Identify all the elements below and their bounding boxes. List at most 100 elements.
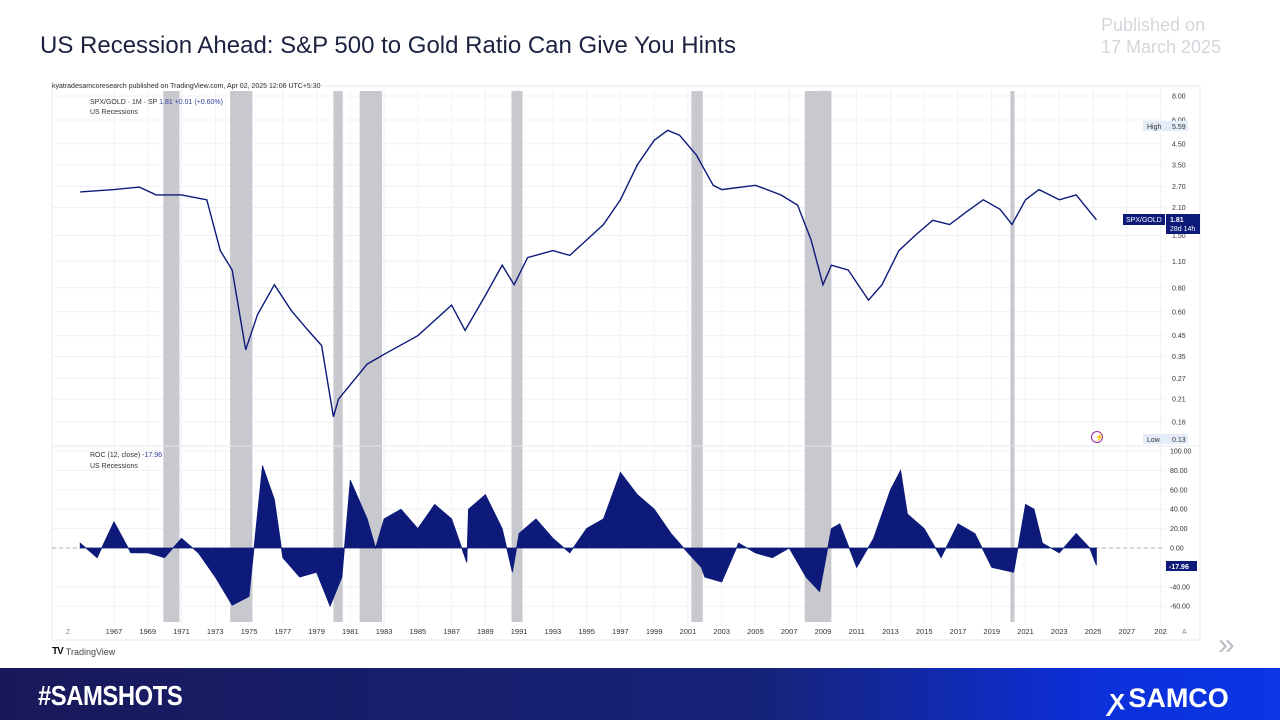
low-badge (1143, 434, 1188, 444)
legend-symbol: SPX/GOLD · 1M · SP 1.81 +0.01 (+0.60%) (90, 99, 223, 106)
y-tick-label: 6.00 (1172, 117, 1186, 124)
roc-legend: ROC (12, close) -17.96 (90, 452, 162, 459)
x-tick-label: 1973 (207, 627, 224, 636)
roc-y-tick-label: -40.00 (1170, 584, 1190, 591)
recession-band (230, 91, 253, 622)
tradingview-logo: TV TradingView (52, 646, 115, 657)
y-tick-label: 0.60 (1172, 309, 1186, 316)
x-tick-label: 1991 (511, 627, 528, 636)
y-tick-label: 8.00 (1172, 94, 1186, 101)
x-tick-label: 1967 (106, 627, 123, 636)
x-tick-label: 2019 (983, 627, 1000, 636)
roc-y-tick-label: 80.00 (1170, 468, 1188, 475)
y-tick-label: 4.50 (1172, 141, 1186, 148)
x-tick-label: 2015 (916, 627, 933, 636)
legend-last: 1.81 (159, 99, 173, 106)
x-tick-label: 1999 (646, 627, 663, 636)
high-value: 5.59 (1172, 124, 1186, 131)
samco-logo-text: SAMCO (1128, 683, 1229, 713)
x-tick-label: 1995 (578, 627, 595, 636)
x-tick-label: 1979 (308, 627, 325, 636)
attribution: kyatradesamcoresearch published on Tradi… (52, 83, 321, 90)
lightning-icon[interactable]: ⚡ (1091, 431, 1105, 443)
x-tick-label: 2023 (1051, 627, 1068, 636)
x-tick-label: 1983 (376, 627, 393, 636)
roc-y-tick-label: 40.00 (1170, 507, 1188, 514)
y-tick-label: 0.27 (1172, 376, 1186, 383)
roc-y-tick-label: 0.00 (1170, 546, 1184, 553)
y-tick-label: 2.70 (1172, 184, 1186, 191)
x-tick-label: 2013 (882, 627, 899, 636)
published-date: 17 March 2025 (1101, 37, 1222, 57)
x-tick-label: 2005 (747, 627, 764, 636)
published-info: Published on 17 March 2025 (1101, 14, 1221, 58)
price-tag-name-bg (1123, 214, 1165, 225)
x-tick-label: 1997 (612, 627, 629, 636)
low-value: 0.13 (1172, 437, 1186, 444)
x-tick-label: 202 (1154, 627, 1167, 636)
recession-band (511, 91, 523, 622)
y-tick-label: 1.50 (1172, 233, 1186, 240)
x-tick-label: 1993 (545, 627, 562, 636)
auto-scale-button[interactable]: A (1182, 629, 1187, 636)
chart: 8.00 6.00 4.50 3.50 2.70 2.10 1.50 1.10 0.80 0.60… (51, 83, 1201, 641)
y-tick-label: 3.50 (1172, 162, 1186, 169)
timezone-icon[interactable]: Z (66, 629, 71, 636)
legend-symbol-name: SPX/GOLD · 1M · SP (90, 99, 158, 106)
y-tick-label: 1.10 (1172, 259, 1186, 266)
roc-tag-bg (1166, 561, 1197, 571)
roc-y-tick-label: 100.00 (1170, 449, 1192, 456)
roc-legend-name: ROC (12, close) (90, 452, 140, 459)
price-tag-value-bg (1166, 214, 1200, 234)
price-tag-countdown: 28d 14h (1170, 226, 1195, 233)
roc-y-tick-label: 20.00 (1170, 526, 1188, 533)
chevron-right-double-icon[interactable]: » (1218, 628, 1235, 661)
x-tick-label: 2027 (1118, 627, 1135, 636)
footer-banner: #SAMSHOTS ꭗ SAMCO (0, 668, 1280, 720)
roc-legend-last: -17.96 (142, 452, 162, 459)
price-tag-name: SPX/GOLD (1126, 217, 1162, 224)
recession-band (163, 91, 180, 622)
x-tick-label: 1975 (241, 627, 258, 636)
high-label: High (1147, 124, 1162, 131)
x-tick-label: 2011 (849, 627, 865, 636)
x-tick-label: 2009 (815, 627, 832, 636)
x-tick-label: 2017 (950, 627, 967, 636)
y-tick-label: 0.35 (1172, 354, 1186, 361)
x-tick-label: 1971 (173, 627, 190, 636)
x-tick-label: 1989 (477, 627, 494, 636)
x-tick-label: 2021 (1017, 627, 1034, 636)
legend-change: +0.01 (+0.60%) (175, 99, 223, 106)
hashtag: #SAMSHOTS (38, 680, 183, 711)
page-title: US Recession Ahead: S&P 500 to Gold Rati… (40, 32, 736, 59)
roc-tag-value: -17.96 (1169, 564, 1189, 571)
y-tick-label: 0.80 (1172, 285, 1186, 292)
recession-band (333, 91, 343, 622)
samco-logo-icon: ꭗ (1110, 685, 1125, 715)
roc-y-tick-label: 60.00 (1170, 487, 1188, 494)
x-tick-label: 2025 (1085, 627, 1102, 636)
x-tick-label: 1985 (409, 627, 426, 636)
y-tick-label: 0.45 (1172, 333, 1186, 340)
recession-band (1010, 91, 1015, 622)
roc-y-tick-label: -60.00 (1170, 604, 1190, 611)
tradingview-logo-icon: TV (52, 646, 64, 657)
y-tick-label: 2.10 (1172, 205, 1186, 212)
recession-band (359, 91, 383, 622)
x-tick-label: 1969 (139, 627, 156, 636)
roc-legend-overlay: US Recessions (90, 463, 138, 470)
x-tick-label: 1981 (342, 627, 359, 636)
recession-band (804, 91, 832, 622)
high-badge (1143, 121, 1188, 131)
low-label: Low (1147, 437, 1161, 444)
x-tick-label: 1977 (274, 627, 291, 636)
y-tick-label: 0.16 (1172, 419, 1186, 426)
price-tag-value: 1.81 (1170, 217, 1184, 224)
x-tick-label: 1987 (443, 627, 460, 636)
ratio-line (80, 129, 1097, 417)
y-tick-label: 0.21 (1172, 397, 1186, 404)
tradingview-logo-text: TradingView (65, 646, 116, 657)
recession-band (691, 91, 703, 622)
published-label: Published on (1101, 15, 1206, 35)
legend-overlay: US Recessions (90, 109, 138, 116)
